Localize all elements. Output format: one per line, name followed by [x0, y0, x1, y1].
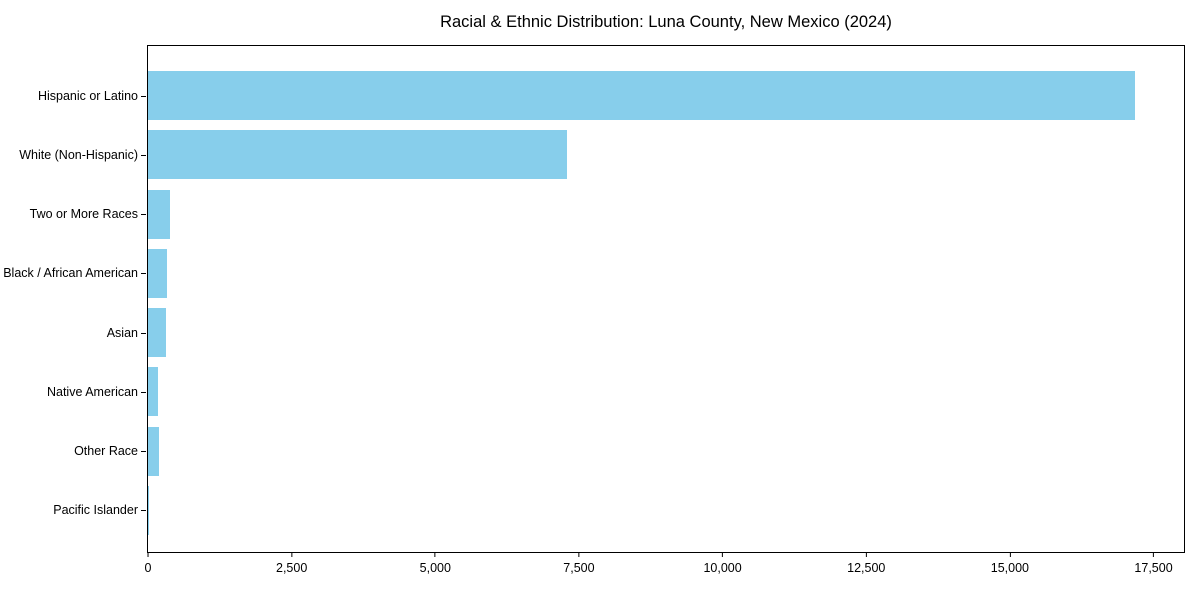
plot-area: Hispanic or Latino White (Non-Hispanic) Tw… — [3, 45, 1185, 575]
bar-row: Asian — [107, 303, 1184, 362]
category-label: Two or More Races — [29, 207, 138, 222]
bar-row: Other Race — [74, 422, 1184, 481]
bar — [148, 189, 170, 239]
bar-row: Black / African American — [3, 244, 1184, 303]
x-tick: 15,000 — [991, 552, 1029, 575]
category-label: White (Non-Hispanic) — [19, 147, 138, 162]
x-tick-mark — [434, 552, 436, 557]
bar — [148, 130, 567, 180]
y-tick-mark — [141, 154, 146, 156]
bar-row: Native American — [47, 362, 1184, 421]
category-label: Hispanic or Latino — [37, 88, 138, 103]
x-tick-mark — [1153, 552, 1155, 557]
bar-rows: Hispanic or Latino White (Non-Hispanic) Tw… — [3, 46, 1184, 552]
bar-row: White (Non-Hispanic) — [19, 125, 1184, 184]
x-tick: 12,500 — [847, 552, 885, 575]
category-label: Asian — [106, 325, 138, 340]
x-tick-label: 0 — [144, 561, 152, 575]
y-tick-mark — [141, 332, 146, 334]
x-tick-label: 2,500 — [276, 561, 308, 575]
x-tick-mark — [1009, 552, 1011, 557]
x-tick-label: 17,500 — [1134, 561, 1173, 575]
x-tick-mark — [865, 552, 867, 557]
x-tick-label: 12,500 — [847, 561, 886, 575]
x-tick-mark — [722, 552, 724, 557]
y-tick-mark — [141, 273, 146, 275]
bar — [148, 426, 159, 476]
x-tick-label: 7,500 — [563, 561, 595, 575]
bar — [148, 71, 1135, 121]
bar — [148, 367, 158, 417]
bar — [148, 248, 167, 298]
x-tick: 7,500 — [563, 552, 595, 575]
x-tick-label: 10,000 — [703, 561, 742, 575]
chart-title: Racial & Ethnic Distribution: Luna Count… — [440, 13, 892, 31]
bar — [148, 485, 149, 535]
y-tick-mark — [141, 510, 146, 512]
bar-row: Two or More Races — [30, 185, 1184, 244]
x-tick: 0 — [144, 552, 152, 575]
category-label: Native American — [46, 384, 138, 399]
x-tick-mark — [147, 552, 149, 557]
y-tick-mark — [141, 391, 146, 393]
y-tick-mark — [141, 95, 146, 97]
x-tick-mark — [291, 552, 293, 557]
category-label: Other Race — [74, 444, 138, 459]
x-tick-mark — [578, 552, 580, 557]
x-axis: 0 2,500 5,000 7,500 10,000 12,500 15,000 17,500 — [144, 552, 1184, 582]
bar-row: Hispanic or Latino — [38, 66, 1184, 125]
category-label: Pacific Islander — [53, 503, 138, 518]
x-tick: 2,500 — [276, 552, 307, 575]
bar — [148, 308, 166, 358]
x-tick: 5,000 — [420, 552, 451, 575]
bar-row: Pacific Islander — [53, 481, 1184, 540]
category-label: Black / African American — [3, 266, 138, 281]
y-tick-mark — [141, 451, 146, 453]
x-tick-label: 15,000 — [990, 561, 1030, 575]
x-tick-label: 5,000 — [419, 561, 451, 575]
x-tick: 17,500 — [1134, 552, 1173, 575]
y-tick-mark — [141, 214, 146, 216]
x-tick: 10,000 — [703, 552, 742, 575]
